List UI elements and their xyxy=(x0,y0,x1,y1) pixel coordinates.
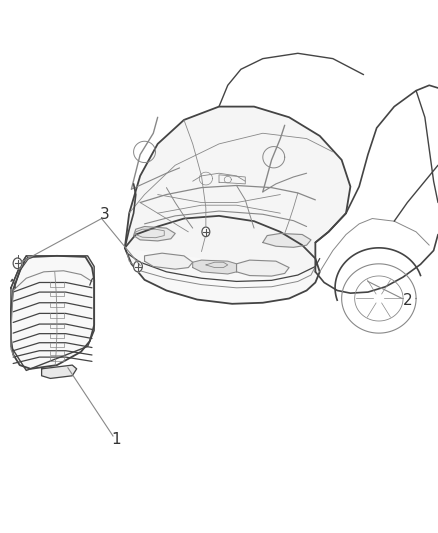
Circle shape xyxy=(13,258,22,269)
Polygon shape xyxy=(11,256,28,289)
Polygon shape xyxy=(145,253,193,269)
Text: 3: 3 xyxy=(100,207,110,222)
Circle shape xyxy=(202,227,210,237)
Text: 2: 2 xyxy=(403,293,412,308)
Polygon shape xyxy=(125,107,350,272)
Text: 1: 1 xyxy=(111,432,121,447)
Polygon shape xyxy=(193,260,237,274)
Polygon shape xyxy=(11,256,94,370)
Polygon shape xyxy=(134,227,175,241)
Polygon shape xyxy=(11,256,94,369)
Circle shape xyxy=(134,261,142,272)
Polygon shape xyxy=(125,216,320,304)
Polygon shape xyxy=(237,260,289,276)
Polygon shape xyxy=(263,233,311,247)
Polygon shape xyxy=(42,365,77,378)
